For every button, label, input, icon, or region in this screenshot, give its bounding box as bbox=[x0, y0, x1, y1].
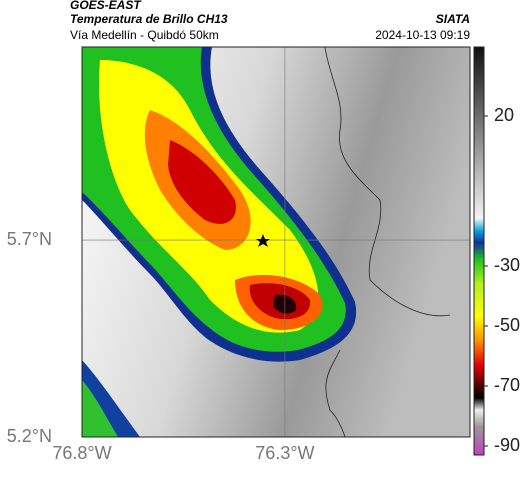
datetime: 2024-10-13 09:19 bbox=[375, 28, 470, 42]
x-tick-label: 76.3°W bbox=[255, 443, 314, 463]
cloud-core bbox=[273, 294, 297, 314]
y-tick-label: 5.2°N bbox=[7, 426, 52, 446]
title: Temperatura de Brillo CH13 bbox=[70, 12, 228, 26]
supertitle: GOES-EAST bbox=[70, 0, 142, 12]
cloud-edge bbox=[82, 380, 118, 437]
colorbar-tick-label: 20 bbox=[494, 105, 514, 125]
border bbox=[324, 47, 451, 437]
colorbar bbox=[473, 46, 485, 456]
colorbar-tick-label: -30 bbox=[494, 255, 520, 275]
plot-frame bbox=[81, 46, 471, 438]
y-tick-label: 5.7°N bbox=[7, 229, 52, 249]
location-marker bbox=[256, 234, 270, 247]
source: SIATA bbox=[436, 12, 470, 26]
colorbar-tick-label: -90 bbox=[494, 435, 520, 455]
subtitle: Vía Medellín - Quibdó 50km bbox=[70, 28, 219, 42]
x-tick-label: 76.8°W bbox=[52, 443, 111, 463]
cloud-red bbox=[168, 140, 236, 224]
map bbox=[82, 47, 470, 437]
colorbar-tick-label: -70 bbox=[494, 375, 520, 395]
colorbar-tick-label: -50 bbox=[494, 315, 520, 335]
